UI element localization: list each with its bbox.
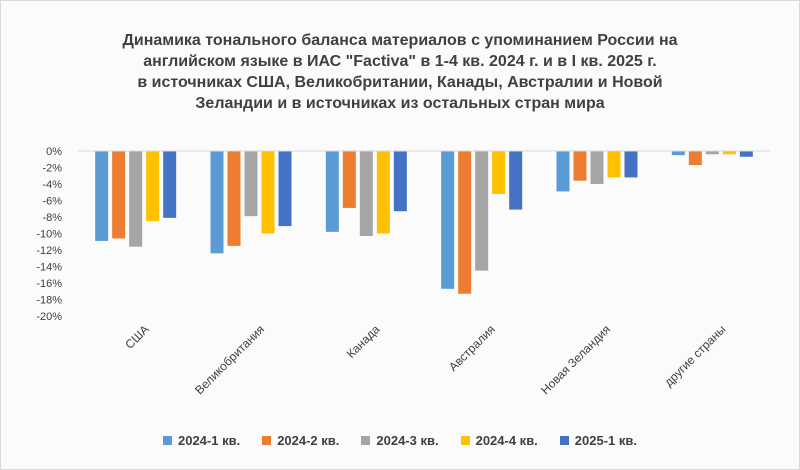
bar [441, 151, 455, 289]
y-tick-label: -16% [36, 278, 62, 290]
x-category-label: Великобритания [192, 322, 267, 397]
title-line: Динамика тонального баланса материалов с… [122, 32, 678, 49]
bar [376, 151, 390, 234]
legend-swatch [460, 436, 470, 445]
legend-swatch [361, 436, 371, 445]
bar [671, 151, 685, 156]
bar [556, 151, 570, 192]
legend-label: 2024-2 кв. [277, 433, 340, 448]
bar [359, 151, 373, 236]
y-tick-label: -14% [36, 262, 62, 274]
legend-item: 2024-3 кв. [361, 433, 439, 448]
bar [722, 151, 736, 155]
y-tick-label: -2% [42, 163, 62, 175]
bar [492, 151, 506, 194]
legend-item: 2024-1 кв. [162, 433, 241, 448]
bar [607, 151, 621, 178]
title-line: в источниках США, Великобритании, Канады… [137, 74, 663, 91]
x-category-label: США [122, 322, 151, 351]
x-category-label: Канада [344, 322, 383, 361]
bar [739, 151, 753, 157]
bar [573, 151, 587, 181]
legend: 2024-1 кв. 2024-2 кв. 2024-3 кв. 2024-4 … [0, 433, 800, 448]
y-tick-label: -12% [36, 245, 62, 257]
y-tick-label: -8% [42, 212, 62, 224]
legend-label: 2025-1 кв. [574, 433, 637, 448]
x-category-label: Австралия [446, 322, 498, 374]
y-tick-label: -10% [36, 229, 62, 241]
bar [688, 151, 702, 166]
legend-swatch [162, 436, 172, 445]
bar [129, 151, 143, 247]
legend-label: 2024-3 кв. [376, 433, 439, 448]
bar [95, 151, 109, 241]
y-tick-label: -4% [42, 179, 62, 191]
bar [509, 151, 523, 210]
y-tick-label: -6% [42, 196, 62, 208]
title-line: английском языке в ИАС "Factiva" в 1-4 к… [143, 53, 657, 70]
x-category-label: Новая Зеландия [538, 322, 613, 397]
bar [342, 151, 356, 208]
bar [325, 151, 339, 232]
chart-title: Динамика тонального баланса материалов с… [0, 30, 800, 114]
legend-item: 2024-2 кв. [262, 433, 339, 448]
bar [210, 151, 224, 254]
legend-item: 2025-1 кв. [559, 433, 637, 448]
bar [163, 151, 177, 218]
bar [261, 151, 275, 234]
y-tick-label: -18% [36, 295, 62, 307]
legend-item: 2024-4 кв. [460, 433, 538, 448]
bar [227, 151, 241, 246]
x-category-label: другие страны [661, 322, 728, 389]
legend-label: 2024-1 кв. [177, 433, 241, 448]
bar [393, 151, 407, 212]
bar [112, 151, 126, 239]
y-tick-label: -20% [36, 311, 62, 323]
legend-label: 2024-4 кв. [475, 433, 538, 448]
bar [705, 151, 719, 155]
legend-swatch [559, 436, 569, 445]
bar [244, 151, 258, 217]
bar [278, 151, 292, 227]
bar [475, 151, 489, 271]
title-line: Зеландии и в источниках из остальных стр… [195, 95, 605, 112]
bar [624, 151, 638, 178]
y-tick-label: 0% [46, 146, 62, 158]
bar [590, 151, 604, 184]
bar [146, 151, 160, 222]
bar [458, 151, 472, 294]
legend-swatch [262, 436, 272, 445]
